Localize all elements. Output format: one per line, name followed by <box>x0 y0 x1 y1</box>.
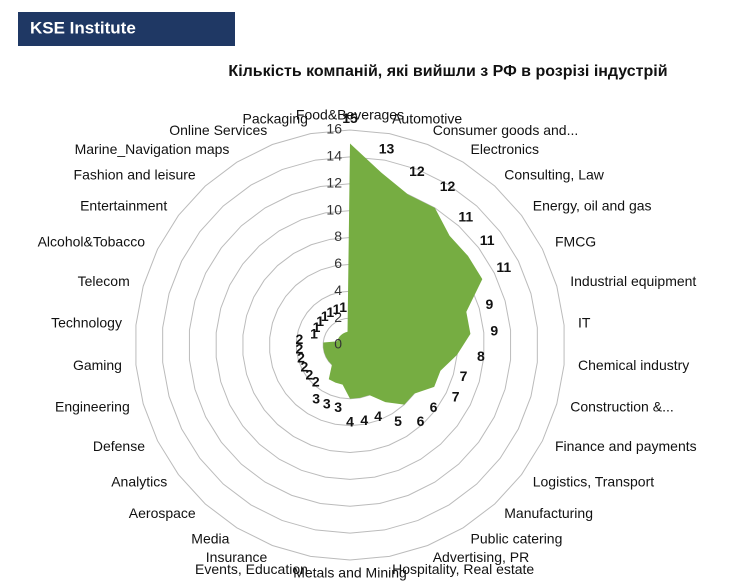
category-label: Gaming <box>73 357 122 373</box>
value-label: 2 <box>306 366 314 382</box>
tick-label: 2 <box>334 309 342 325</box>
value-label: 9 <box>486 296 494 312</box>
value-label: 2 <box>301 358 309 374</box>
category-label: Logistics, Transport <box>533 474 654 490</box>
category-label: Media <box>191 530 229 546</box>
value-label: 2 <box>295 340 303 356</box>
value-label: 1 <box>321 308 329 324</box>
grid-ring <box>162 156 538 534</box>
category-label: IT <box>578 315 591 331</box>
value-label: 12 <box>440 178 456 194</box>
value-label: 3 <box>323 396 331 412</box>
value-label: 2 <box>295 331 303 347</box>
category-label: Events, Education <box>195 561 308 577</box>
category-label: FMCG <box>555 234 596 250</box>
grid-ring <box>188 183 512 507</box>
category-label: Defense <box>93 438 145 454</box>
category-label: Manufacturing <box>504 505 593 521</box>
value-label: 15 <box>342 110 358 126</box>
value-label: 8 <box>477 348 485 364</box>
value-label: 1 <box>310 325 318 341</box>
tick-label: 14 <box>326 148 342 164</box>
category-label: Online Services <box>169 122 267 138</box>
tick-label: 8 <box>334 228 342 244</box>
category-label: Advertising, PR <box>433 549 529 565</box>
category-label: Industrial equipment <box>570 273 696 289</box>
value-label: 1 <box>326 304 334 320</box>
category-label: Insurance <box>206 549 268 565</box>
category-label: Construction &... <box>570 398 674 414</box>
value-label: 4 <box>374 408 382 424</box>
category-label: Chemical industry <box>578 357 689 373</box>
tick-label: 10 <box>326 201 342 217</box>
tick-label: 16 <box>326 121 342 137</box>
category-label: Entertainment <box>80 198 167 214</box>
category-label: Energy, oil and gas <box>533 198 652 214</box>
tick-label: 4 <box>334 282 342 298</box>
category-label: Finance and payments <box>555 438 697 454</box>
category-label: Technology <box>51 315 122 331</box>
value-label: 4 <box>360 412 368 428</box>
category-label: Analytics <box>111 474 167 490</box>
value-label: 3 <box>334 399 342 415</box>
value-label: 3 <box>312 390 320 406</box>
category-label: Automotive <box>392 111 462 127</box>
category-label: Telecom <box>78 273 130 289</box>
tick-label: 12 <box>326 174 342 190</box>
value-label: 2 <box>312 373 320 389</box>
grid-ring <box>135 129 565 561</box>
value-label: 11 <box>480 232 495 248</box>
value-label: 7 <box>452 388 460 404</box>
value-label: 11 <box>496 259 511 275</box>
value-label: 13 <box>379 140 395 156</box>
category-label: Aerospace <box>129 505 196 521</box>
category-label: Packaging <box>243 111 308 127</box>
value-label: 9 <box>490 322 498 338</box>
value-label: 1 <box>313 319 321 335</box>
category-label: Alcohol&Tobacco <box>38 234 146 250</box>
value-label: 6 <box>417 413 425 429</box>
radar-area <box>323 143 483 405</box>
category-label: Marine_Navigation maps <box>75 141 230 157</box>
tick-label: 0 <box>334 336 342 352</box>
tick-label: 6 <box>334 255 342 271</box>
category-label: Hospitality, Real estate <box>392 561 534 577</box>
value-label: 1 <box>316 313 324 329</box>
category-label: Fashion and leisure <box>74 166 196 182</box>
value-label: 1 <box>339 299 347 315</box>
value-label: 6 <box>430 399 438 415</box>
value-label: 7 <box>460 368 468 384</box>
brand-box <box>18 12 235 46</box>
category-label: Metals and Mining <box>293 565 407 581</box>
category-label: Consumer goods and... <box>433 122 579 138</box>
value-label: 5 <box>394 413 402 429</box>
value-label: 12 <box>409 163 425 179</box>
value-label: 1 <box>333 301 341 317</box>
chart-title: Кількість компаній, які вийшли з РФ в ро… <box>228 63 667 80</box>
category-label: Consulting, Law <box>504 166 605 182</box>
category-label: Electronics <box>471 141 539 157</box>
value-label: 4 <box>346 413 354 429</box>
category-label: Food&Beverages <box>296 107 404 123</box>
category-label: Engineering <box>55 398 130 414</box>
category-label: Public catering <box>471 530 563 546</box>
value-label: 11 <box>458 209 473 225</box>
brand: KSE Institute <box>30 18 136 37</box>
value-label: 2 <box>297 350 305 366</box>
